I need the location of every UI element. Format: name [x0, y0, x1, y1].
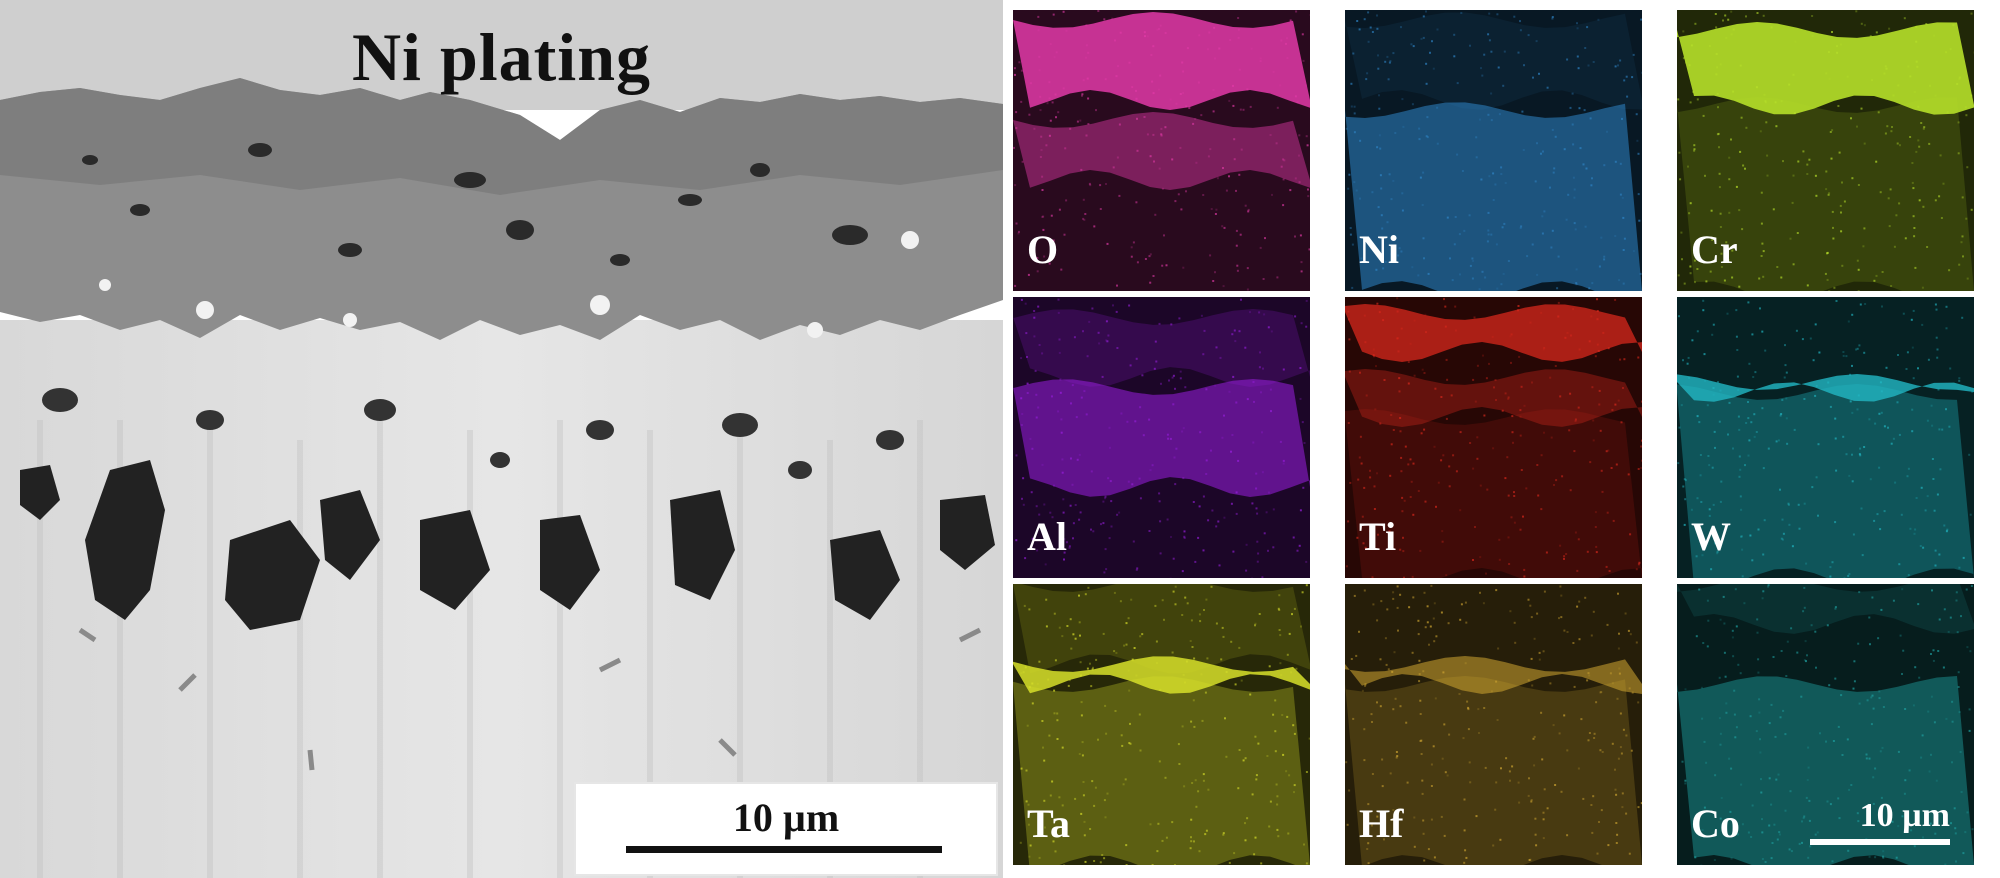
sem-scale-line	[626, 846, 942, 853]
sem-cross-section: Ni plating 10 µm	[0, 0, 1003, 878]
eds-map-image	[1677, 584, 1974, 865]
ni-plating-layer	[0, 0, 1003, 110]
eds-map-ta: Ta	[1013, 584, 1310, 865]
sem-image	[0, 0, 1003, 878]
maps-scale-label: 10 µm	[1859, 797, 1950, 834]
eds-map-label: Al	[1027, 514, 1067, 559]
sem-scale-bar: 10 µm	[574, 782, 998, 876]
eds-map-label: W	[1691, 514, 1731, 559]
maps-scale-line	[1810, 839, 1950, 845]
eds-map-ti: Ti	[1345, 297, 1642, 578]
ni-plating-label: Ni plating	[351, 19, 652, 95]
eds-map-image	[1345, 584, 1642, 865]
eds-map-label: Ni	[1359, 227, 1399, 272]
eds-map-w: W	[1677, 297, 1974, 578]
eds-map-image	[1013, 10, 1310, 291]
eds-map-o: O	[1013, 10, 1310, 291]
eds-map-image	[1677, 10, 1974, 291]
eds-map-image	[1345, 10, 1642, 291]
eds-map-image	[1013, 584, 1310, 865]
eds-map-image	[1677, 297, 1974, 578]
eds-map-label: Co	[1691, 801, 1740, 846]
eds-map-cr: Cr	[1677, 10, 1974, 291]
eds-map-ni: Ni	[1345, 10, 1642, 291]
eds-map-label: Cr	[1691, 227, 1738, 272]
eds-map-co: Co 10 µm	[1677, 584, 1974, 865]
eds-map-image	[1013, 297, 1310, 578]
eds-map-label: Ta	[1027, 801, 1071, 846]
eds-map-al: Al	[1013, 297, 1310, 578]
eds-map-hf: Hf	[1345, 584, 1642, 865]
eds-map-label: Hf	[1359, 801, 1404, 846]
eds-map-label: Ti	[1359, 514, 1397, 559]
eds-map-image	[1345, 297, 1642, 578]
sem-scale-label: 10 µm	[732, 795, 840, 840]
eds-map-label: O	[1027, 227, 1059, 272]
